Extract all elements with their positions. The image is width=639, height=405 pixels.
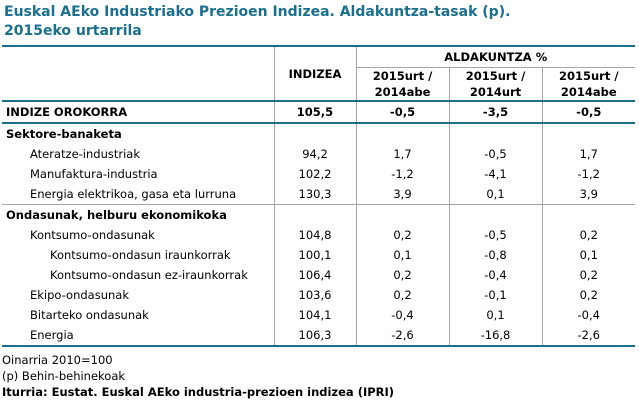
header-label-blank (2, 45, 274, 102)
row-change-3: -2,6 (541, 325, 636, 347)
row-label: INDIZE OROKORRA (2, 100, 274, 123)
row-change-2: 0,1 (448, 305, 542, 325)
footnote-source: Iturria: Eustat. Euskal AEko industria-p… (2, 385, 395, 399)
table-row: Ateratze-industriak 94,2 1,7 -0,5 1,7 (2, 144, 636, 164)
row-change-1: 0,2 (355, 225, 449, 245)
row-change-2: -3,5 (448, 100, 542, 123)
row-change-1: 1,7 (355, 144, 449, 164)
row-change-2: -0,8 (448, 245, 542, 265)
row-index: 106,4 (273, 265, 356, 285)
table-row: Ekipo-ondasunak 103,6 0,2 -0,1 0,2 (2, 285, 636, 305)
row-change-1: 0,2 (355, 285, 449, 305)
row-change-1: 3,9 (355, 184, 449, 205)
table-row: Kontsumo-ondasunak 104,8 0,2 -0,5 0,2 (2, 225, 636, 245)
row-change-3: 0,2 (541, 285, 636, 305)
title-line-1: Euskal AEko Industriako Prezioen Indizea… (4, 4, 511, 20)
row-change-2: -0,1 (448, 285, 542, 305)
table-row: INDIZE OROKORRA 105,5 -0,5 -3,5 -0,5 (2, 100, 636, 123)
row-index: 94,2 (273, 144, 356, 164)
footnote-provisional: (p) Behin-behinekoak (2, 369, 126, 383)
table-title: Euskal AEko Industriako Prezioen Indizea… (4, 3, 634, 41)
row-change-3: 1,7 (541, 144, 636, 164)
header-col-3-line-1: 2015urt / (558, 69, 619, 83)
row-change-2: -4,1 (448, 164, 542, 184)
row-index: 102,2 (273, 164, 356, 184)
row-label: Manufaktura-industria (30, 167, 158, 181)
row-index: 103,6 (273, 285, 356, 305)
title-line-2: 2015eko urtarrila (4, 23, 142, 39)
header-col-3-line-2: 2014abe (560, 85, 617, 99)
header-row-2: 2015urt / 2014abe 2015urt / 2014urt 2015… (2, 67, 636, 102)
header-col-3: 2015urt / 2014abe (541, 67, 636, 102)
header-aldakuntza: ALDAKUNTZA % (355, 45, 636, 68)
row-change-1: -2,6 (355, 325, 449, 347)
row-index: 104,1 (273, 305, 356, 325)
header-col-1-line-1: 2015urt / (372, 69, 433, 83)
row-change-2: -0,5 (448, 225, 542, 245)
section-label: Ondasunak, helburu ekonomikoka (6, 208, 227, 222)
row-label: Kontsumo-ondasunak (30, 228, 155, 242)
row-change-3: 0,1 (541, 245, 636, 265)
header-col-2: 2015urt / 2014urt (448, 67, 542, 102)
row-change-1: -1,2 (355, 164, 449, 184)
row-change-2: -0,5 (448, 144, 542, 164)
row-index: 105,5 (273, 100, 356, 123)
price-index-table: INDIZEA ALDAKUNTZA % 2015urt / 2014abe 2… (2, 45, 636, 347)
row-change-1: 0,2 (355, 265, 449, 285)
header-col-2-line-1: 2015urt / (465, 69, 526, 83)
table-row: Manufaktura-industria 102,2 -1,2 -4,1 -1… (2, 164, 636, 184)
table-row: Bitarteko ondasunak 104,1 -0,4 0,1 -0,4 (2, 305, 636, 325)
header-col-2-line-2: 2014urt (469, 85, 522, 99)
header-col-1-line-2: 2014abe (374, 85, 431, 99)
row-change-2: 0,1 (448, 184, 542, 205)
section-label: Sektore-banaketa (6, 127, 122, 141)
section-row: Ondasunak, helburu ekonomikoka (2, 204, 636, 225)
table-row: Energia 106,3 -2,6 -16,8 -2,6 (2, 325, 636, 347)
row-index: 106,3 (273, 325, 356, 347)
table-row: Energia elektrikoa, gasa eta lurruna 130… (2, 184, 636, 205)
header-indizea: INDIZEA (273, 45, 356, 102)
header-col-1: 2015urt / 2014abe (355, 67, 449, 102)
row-change-2: -16,8 (448, 325, 542, 347)
header-row-1: INDIZEA ALDAKUNTZA % (2, 45, 636, 102)
row-label: Kontsumo-ondasun ez-iraunkorrak (50, 268, 248, 282)
row-change-1: -0,4 (355, 305, 449, 325)
row-change-3: -1,2 (541, 164, 636, 184)
row-label: Energia (2, 325, 274, 347)
row-change-3: -0,5 (541, 100, 636, 123)
row-label: Energia elektrikoa, gasa eta lurruna (2, 184, 274, 205)
row-label: Bitarteko ondasunak (30, 308, 149, 322)
row-change-3: -0,4 (541, 305, 636, 325)
row-index: 104,8 (273, 225, 356, 245)
row-index: 100,1 (273, 245, 356, 265)
row-change-3: 0,2 (541, 265, 636, 285)
row-label: Kontsumo-ondasun iraunkorrak (50, 248, 231, 262)
table-row: Kontsumo-ondasun iraunkorrak 100,1 0,1 -… (2, 245, 636, 265)
row-index: 130,3 (273, 184, 356, 205)
row-change-3: 3,9 (541, 184, 636, 205)
row-change-2: -0,4 (448, 265, 542, 285)
row-label: Ekipo-ondasunak (30, 288, 129, 302)
row-change-1: 0,1 (355, 245, 449, 265)
row-label: Ateratze-industriak (30, 147, 140, 161)
row-change-3: 0,2 (541, 225, 636, 245)
footnote-base: Oinarria 2010=100 (2, 353, 113, 367)
table-row: Kontsumo-ondasun ez-iraunkorrak 106,4 0,… (2, 265, 636, 285)
section-row: Sektore-banaketa (2, 123, 636, 144)
row-change-1: -0,5 (355, 100, 449, 123)
